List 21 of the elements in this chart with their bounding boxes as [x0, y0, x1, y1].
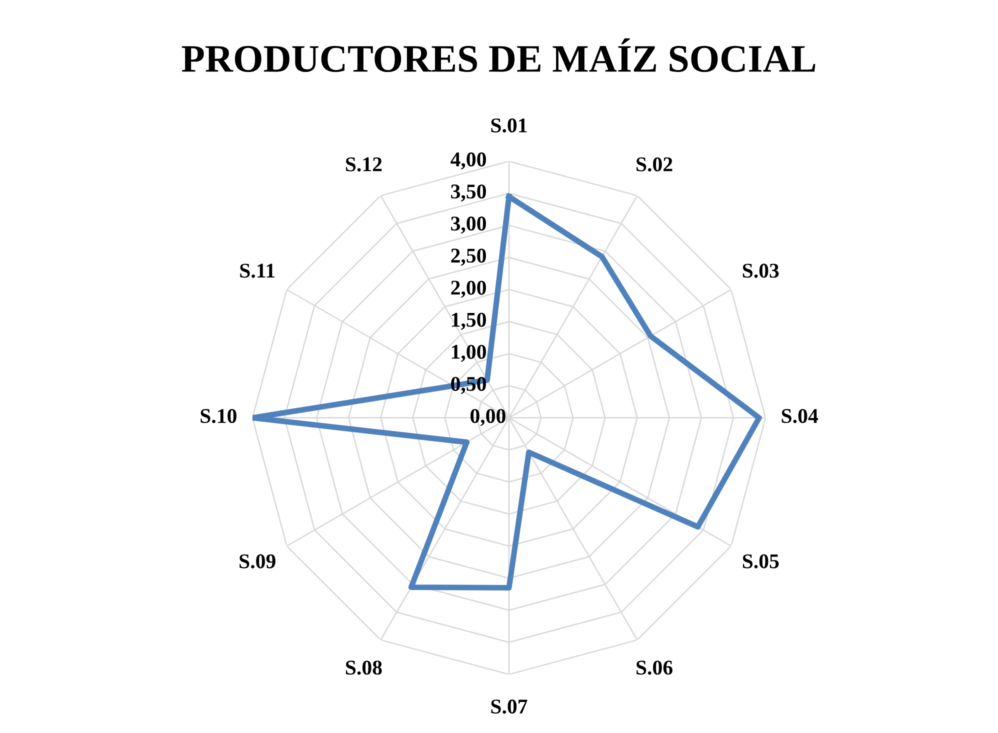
spoke-label: S.02 — [636, 157, 672, 172]
spoke-label: S.08 — [346, 660, 382, 675]
spoke-label: S.12 — [346, 157, 382, 172]
spoke-label: S.06 — [636, 660, 672, 675]
spoke-label: S.09 — [240, 554, 276, 568]
y-tick-label: 3,00 — [451, 216, 486, 234]
spoke-label: S.05 — [742, 554, 779, 568]
y-tick-label: 4,00 — [450, 152, 486, 170]
chart-title: PRODUCTORES DE MAÍZ SOCIAL — [182, 38, 816, 72]
spoke-label: S.10 — [200, 408, 236, 424]
y-tick-label: 0,00 — [470, 408, 506, 426]
spoke-label: S.11 — [240, 264, 274, 278]
y-tick-label: 1,00 — [452, 344, 486, 362]
y-tick-label: 3,50 — [451, 184, 486, 202]
spoke-label: S.04 — [782, 408, 818, 424]
y-tick-label: 1,50 — [452, 312, 486, 330]
y-tick-label: 2,50 — [451, 248, 486, 266]
y-tick-label: 2,00 — [451, 280, 486, 298]
spoke-label: S.03 — [742, 264, 779, 278]
spoke-label: S.07 — [491, 700, 528, 714]
spoke-label: S.01 — [491, 118, 527, 133]
